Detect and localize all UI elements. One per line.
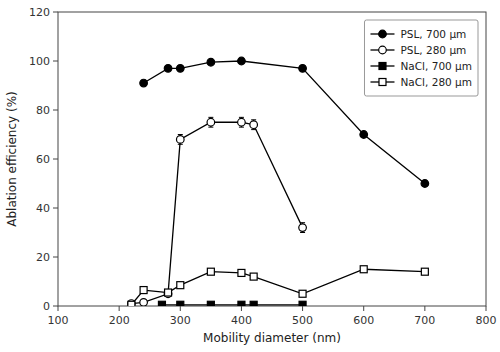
data-point <box>177 301 184 306</box>
x-axis-label: Mobility diameter (nm) <box>203 331 341 345</box>
series <box>158 301 306 306</box>
data-point <box>250 301 257 306</box>
data-point <box>238 118 246 126</box>
error-bar-cap <box>208 127 213 128</box>
y-tick-label: 20 <box>36 251 50 264</box>
x-tick <box>58 306 59 311</box>
x-tick <box>241 306 242 311</box>
x-tick-label: 500 <box>292 314 313 327</box>
x-tick-label: 700 <box>414 314 435 327</box>
data-point <box>250 273 257 280</box>
data-point <box>176 65 184 73</box>
x-tick-label: 800 <box>476 314 497 327</box>
y-axis-label: Ablation efficiency (%) <box>5 91 19 227</box>
data-point <box>360 131 368 139</box>
legend-marker <box>379 30 387 38</box>
legend: PSL, 700 μm PSL, 280 μm NaCl, 700 μm NaCl, … <box>364 20 478 96</box>
series <box>128 266 428 306</box>
data-point <box>207 58 215 66</box>
data-point <box>176 136 184 144</box>
data-point <box>158 301 165 306</box>
y-tick <box>53 306 58 307</box>
series-line <box>144 61 425 184</box>
x-tick-label: 600 <box>353 314 374 327</box>
x-tick-label: 300 <box>170 314 191 327</box>
error-bar-cap <box>239 117 244 118</box>
error-bar-cap <box>208 117 213 118</box>
x-tick <box>424 306 425 311</box>
x-tick-label: 400 <box>231 314 252 327</box>
data-point <box>207 118 215 126</box>
error-bar-cap <box>251 119 256 120</box>
legend-marker <box>379 46 387 54</box>
data-point <box>165 289 172 296</box>
data-point <box>299 301 306 306</box>
y-tick <box>53 61 58 62</box>
y-tick <box>53 257 58 258</box>
y-tick-label: 100 <box>29 55 50 68</box>
legend-box <box>364 20 478 96</box>
x-tick <box>363 306 364 311</box>
y-tick-label: 120 <box>29 6 50 19</box>
series-line <box>131 269 424 305</box>
data-point <box>238 269 245 276</box>
data-point <box>164 290 172 298</box>
error-bar-cap <box>300 232 305 233</box>
data-point <box>238 301 245 306</box>
error-bar-cap <box>239 127 244 128</box>
series <box>128 117 307 306</box>
data-point <box>207 268 214 275</box>
x-tick <box>486 306 487 311</box>
axes: 100 200 300 400 500 600 700 800 0 20 40 60 80 100 120 <box>29 6 497 327</box>
x-tick <box>302 306 303 311</box>
x-tick-label: 100 <box>48 314 69 327</box>
y-tick-label: 80 <box>36 104 50 117</box>
data-point <box>128 301 135 306</box>
x-tick <box>119 306 120 311</box>
legend-marker <box>379 63 386 70</box>
x-tick-label: 200 <box>109 314 130 327</box>
data-point <box>299 290 306 297</box>
legend-label: NaCl, 700 μm <box>400 60 472 72</box>
data-point <box>421 268 428 275</box>
legend-label: NaCl, 280 μm <box>400 76 472 88</box>
data-point <box>140 287 147 294</box>
data-point <box>207 301 214 306</box>
y-tick <box>53 208 58 209</box>
plot-frame <box>58 12 486 306</box>
data-point <box>250 121 258 129</box>
data-point <box>140 79 148 87</box>
data-point <box>360 266 367 273</box>
error-bar-cap <box>251 129 256 130</box>
chart-container: 100 200 300 400 500 600 700 800 0 20 40 60 80 100 120 M… <box>0 0 500 352</box>
x-tick <box>180 306 181 311</box>
y-tick-label: 0 <box>43 300 50 313</box>
data-point <box>164 65 172 73</box>
data-point <box>299 65 307 73</box>
data-point <box>421 180 429 188</box>
data-point <box>299 224 307 232</box>
data-point <box>140 299 148 306</box>
chart: 100 200 300 400 500 600 700 800 0 20 40 60 80 100 120 M… <box>0 0 500 352</box>
data-point <box>238 57 246 65</box>
data-point <box>128 300 136 306</box>
error-bar-cap <box>178 134 183 135</box>
y-tick-label: 40 <box>36 202 50 215</box>
series-line <box>131 122 302 303</box>
data-point <box>177 282 184 289</box>
legend-label: PSL, 700 μm <box>400 28 466 40</box>
y-tick-label: 60 <box>36 153 50 166</box>
legend-marker <box>379 79 386 86</box>
legend-label: PSL, 280 μm <box>400 44 466 56</box>
y-tick <box>53 110 58 111</box>
error-bar-cap <box>300 222 305 223</box>
y-tick <box>53 12 58 13</box>
error-bar-cap <box>178 144 183 145</box>
y-tick <box>53 159 58 160</box>
